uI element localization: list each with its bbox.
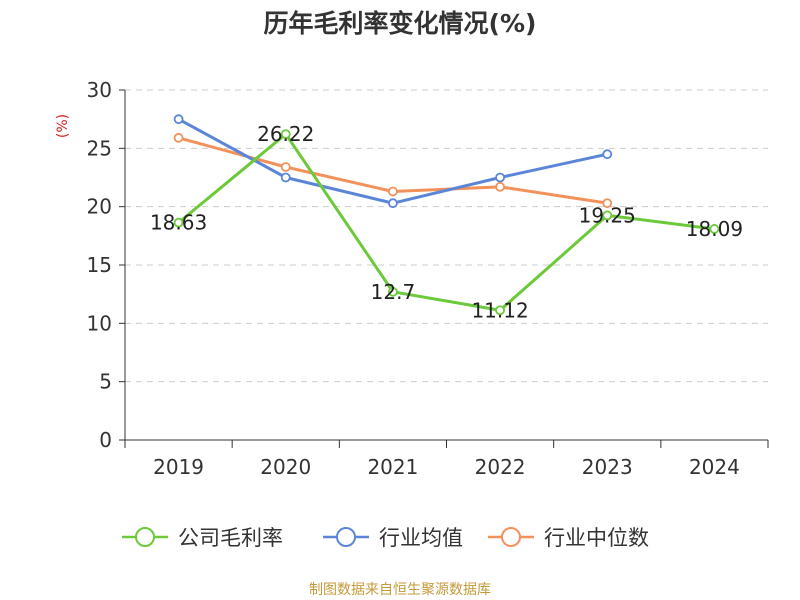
data-point <box>709 224 720 234</box>
chart-title: 历年毛利率变化情况(%) <box>263 9 537 38</box>
y-tick-label: 0 <box>99 428 112 452</box>
x-tick-label: 2019 <box>153 455 204 479</box>
source-note: 制图数据来自恒生聚源数据库 <box>309 582 491 598</box>
y-tick-label: 10 <box>87 311 112 335</box>
data-point <box>388 286 398 297</box>
data-point <box>280 172 291 183</box>
data-point <box>495 305 505 316</box>
data-label: 18.63 <box>150 211 207 235</box>
data-point <box>173 114 184 125</box>
data-point <box>495 172 505 183</box>
data-point <box>173 217 184 228</box>
legend-label: 公司毛利率 <box>178 526 283 550</box>
series-line <box>177 132 715 312</box>
y-tick-label: 25 <box>87 136 112 160</box>
legend-marker <box>135 527 155 547</box>
y-tick-label: 20 <box>87 195 112 219</box>
data-point <box>280 129 291 140</box>
data-label: 26.22 <box>257 122 314 146</box>
data-point <box>602 210 613 221</box>
y-tick-label: 30 <box>87 78 112 102</box>
x-tick-label: 2023 <box>582 455 633 479</box>
x-tick-label: 2024 <box>689 455 740 479</box>
legend-label: 行业均值 <box>379 526 463 550</box>
data-label: 12.7 <box>371 280 416 304</box>
data-label: 11.12 <box>471 298 528 322</box>
data-point <box>173 132 184 143</box>
data-point <box>602 198 613 209</box>
data-point <box>495 181 505 192</box>
data-label: 18.09 <box>686 217 743 241</box>
data-label: 19.25 <box>579 203 636 227</box>
y-tick-label: 5 <box>99 370 112 394</box>
x-tick-label: 2020 <box>260 455 311 479</box>
x-tick-label: 2021 <box>367 455 418 479</box>
data-point <box>388 186 398 197</box>
legend-marker <box>501 527 521 547</box>
x-tick-label: 2022 <box>475 455 526 479</box>
legend-marker <box>336 527 356 547</box>
y-axis-label: (%) <box>55 114 71 138</box>
data-point <box>602 149 613 160</box>
data-point <box>280 162 291 172</box>
y-tick-label: 15 <box>87 253 112 277</box>
data-point <box>388 198 398 209</box>
legend-label: 行业中位数 <box>544 526 649 550</box>
